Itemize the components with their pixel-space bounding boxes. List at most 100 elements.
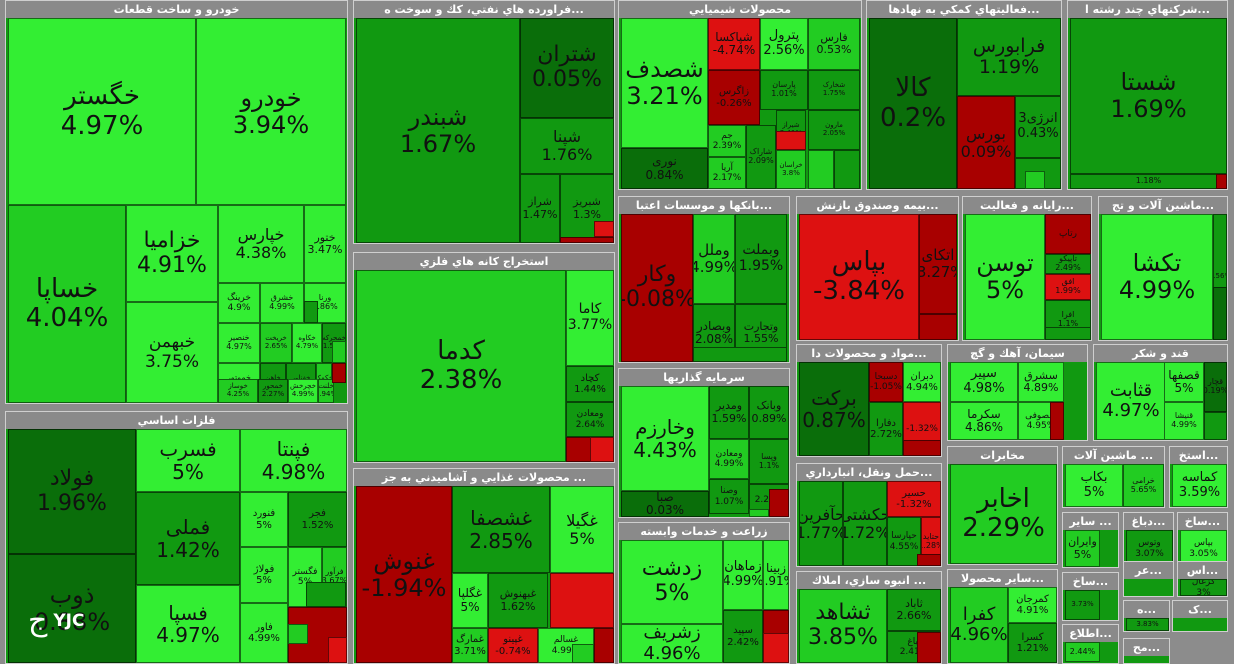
stock-tile[interactable]: کزغال 3% — [1180, 579, 1227, 596]
stock-tile[interactable]: خچرخش 4.99% — [288, 379, 318, 403]
stock-tile[interactable]: خمحور 2.27% — [258, 379, 288, 403]
stock-tile[interactable]: خرامی 5.65% — [1123, 464, 1164, 507]
stock-tile[interactable]: 3.73% — [1065, 590, 1100, 620]
sector[interactable]: سيمان، آهك و گچ سپیر 4.98% سشرق 4.89% سکرما 4.… — [947, 344, 1088, 441]
stock-tile[interactable]: کماسه 3.59% — [1172, 464, 1227, 507]
stock-tile[interactable]: انرژی3 0.43% — [1015, 96, 1061, 158]
sector[interactable]: مح... — [1123, 638, 1170, 664]
stock-tile[interactable]: فسپا 4.97% — [136, 585, 240, 663]
stock-tile[interactable]: ومعادن 2.64% — [566, 402, 614, 437]
stock-tile[interactable]: فاور 4.99% — [240, 603, 288, 663]
small-stock-cell[interactable] — [304, 301, 318, 323]
stock-tile[interactable]: 1.18% — [1070, 174, 1227, 189]
stock-tile[interactable]: فگستر 5% — [288, 547, 322, 607]
stock-tile[interactable]: قچار 0.19% — [1204, 362, 1227, 412]
stock-tile[interactable]: فولاژ 5% — [240, 547, 288, 603]
sector[interactable]: فعاليتهاي كمكي به نهادها... کالا 0.2% فرابو… — [866, 0, 1062, 190]
stock-tile[interactable]: 3.83% — [1126, 618, 1169, 631]
stock-tile[interactable]: ثشاهد 3.85% — [799, 589, 887, 663]
small-stock-cell[interactable] — [306, 582, 346, 607]
stock-tile[interactable]: دبران 4.94% — [903, 362, 941, 402]
stock-tile[interactable]: حپارسا 4.55% — [887, 517, 921, 566]
stock-tile[interactable]: فسرب 5% — [136, 429, 240, 492]
stock-tile[interactable]: زدشت 5% — [621, 540, 723, 624]
stock-tile[interactable]: فرابورس 1.19% — [957, 18, 1061, 96]
sector[interactable]: قند و شكر قثابت 4.97% قصفها 5% قچار 0.19% قنیشا… — [1093, 344, 1228, 441]
stock-tile[interactable]: شصدف 3.21% — [621, 18, 708, 148]
stock-tile[interactable]: فارس 0.53% — [808, 18, 860, 70]
stock-tile[interactable]: فجر 1.52% — [288, 492, 347, 547]
sector[interactable]: مخابرات اخابر 2.29% — [947, 446, 1058, 565]
stock-tile[interactable]: وصنا 1.07% — [709, 479, 749, 514]
stock-tile[interactable]: سپید 2.42% — [723, 610, 763, 663]
stock-tile[interactable]: وایران 5% — [1065, 530, 1100, 567]
stock-tile[interactable]: زاگرس -0.26% — [708, 70, 760, 125]
stock-tile[interactable]: خوساز 4.25% — [218, 379, 258, 403]
stock-tile[interactable]: غگلپا 5% — [452, 573, 488, 628]
stock-tile[interactable]: ومدیر 1.59% — [709, 386, 749, 439]
stock-tile[interactable]: وبملت 1.95% — [735, 214, 787, 304]
stock-tile[interactable]: خبهمن 3.75% — [126, 302, 218, 403]
sector[interactable]: ساخ... بپاس 3.05% — [1177, 512, 1228, 568]
sector[interactable]: محصولات غذايي و آشاميدني به جز ... غنوش -1… — [353, 468, 615, 664]
sector[interactable]: ساخ... 3.73% — [1062, 572, 1119, 621]
stock-tile[interactable]: خریخت 2.65% — [260, 323, 292, 363]
stock-tile[interactable]: غپینو -0.74% — [488, 628, 538, 663]
stock-tile[interactable]: پترول 2.56% — [760, 18, 808, 70]
stock-tile[interactable]: کدما 2.38% — [356, 270, 566, 462]
stock-tile[interactable]: شستا 1.69% — [1070, 18, 1227, 174]
stock-tile[interactable]: وکار -0.08% — [621, 214, 693, 362]
stock-tile[interactable]: خپارس 4.38% — [218, 205, 304, 283]
sector[interactable]: اس... کزغال 3% — [1177, 561, 1228, 597]
stock-tile[interactable]: خکاوه 4.79% — [292, 323, 322, 363]
stock-tile[interactable]: تاپیکو 2.49% — [1045, 254, 1091, 274]
small-stock-cell[interactable] — [1204, 412, 1227, 440]
small-stock-cell[interactable] — [288, 624, 308, 644]
small-stock-cell[interactable] — [919, 314, 957, 340]
sector[interactable]: مواد و محصولات دا... برکت 0.87% دسبحا -1.05%… — [796, 344, 942, 457]
stock-tile[interactable]: کچاد 1.44% — [566, 366, 614, 402]
stock-tile[interactable]: خلنت3.94% — [318, 379, 334, 403]
stock-tile[interactable]: حکشتی1.72% — [843, 481, 887, 566]
stock-tile[interactable]: بپاس 3.05% — [1180, 530, 1227, 567]
sector[interactable]: ساير ... وایران 5% — [1062, 512, 1119, 568]
sector[interactable]: بيمه وصندوق بازنش...بپاس-3.84%اتکای-3.27… — [796, 196, 959, 341]
small-stock-cell[interactable] — [769, 489, 789, 517]
sector[interactable]: رايانه و فعاليت... توسن 5% رتاپ تاپیکو 2.49% ا… — [962, 196, 1092, 341]
stock-tile[interactable]: شبندر 1.67% — [356, 18, 520, 243]
stock-tile[interactable]: پارسان 1.01% — [760, 70, 808, 110]
sector[interactable]: شركتهاي چند رشته ا... شستا 1.69% 1.18% — [1067, 0, 1228, 190]
small-stock-cell[interactable] — [917, 554, 941, 566]
stock-tile[interactable]: خرینگ 4.9% — [218, 283, 260, 323]
sector[interactable]: ک... — [1172, 600, 1228, 632]
sector[interactable]: انبوه سازي، املاك ... ثشاهد 3.85% ثاباد 2.66… — [796, 571, 942, 664]
stock-tile[interactable]: خساپا 4.04% — [8, 205, 126, 403]
stock-tile[interactable]: توسن 5% — [965, 214, 1045, 340]
stock-tile[interactable]: اخابر 2.29% — [950, 464, 1057, 564]
stock-tile[interactable]: خراسان 3.8% — [776, 150, 806, 189]
stock-tile[interactable]: بکاب 5% — [1065, 464, 1123, 507]
sector[interactable]: بانكها و موسسات اعتبا...وکار-0.08%وملل4.… — [618, 196, 790, 363]
small-stock-cell[interactable] — [1025, 171, 1045, 189]
stock-tile[interactable]: خنصیر 4.97% — [218, 323, 260, 363]
stock-tile[interactable]: خگستر 4.97% — [8, 18, 196, 205]
stock-tile[interactable]: تکشا 4.99% — [1101, 214, 1213, 340]
small-stock-cell[interactable] — [590, 437, 614, 462]
stock-tile[interactable]: شراز 1.47% — [520, 174, 560, 243]
sector[interactable]: ماشين آلات ... بکاب 5% خرامی 5.65% — [1062, 446, 1165, 508]
stock-tile[interactable]: جم 2.39% — [708, 125, 746, 157]
stock-tile[interactable]: وخارزم 4.43% — [621, 386, 709, 491]
stock-tile[interactable]: برکت 0.87% — [799, 362, 869, 456]
stock-tile[interactable]: صبا 0.03% — [621, 491, 709, 517]
stock-tile[interactable]: زشریف 4.96% — [621, 624, 723, 663]
stock-tile[interactable]: فنورد 5% — [240, 492, 288, 547]
stock-tile[interactable]: غشصفا 2.85% — [452, 486, 550, 573]
stock-tile[interactable]: کفرا 4.96% — [950, 587, 1008, 663]
stock-tile[interactable]: نوری 0.84% — [621, 148, 708, 189]
stock-tile[interactable]: کالا 0.2% — [869, 18, 957, 189]
stock-tile[interactable]: وملل4.99% — [693, 214, 735, 304]
stock-tile[interactable]: کاما 3.77% — [566, 270, 614, 366]
stock-tile[interactable]: 2.44% — [1065, 642, 1100, 662]
stock-tile[interactable]: قصفها 5% — [1164, 362, 1204, 402]
